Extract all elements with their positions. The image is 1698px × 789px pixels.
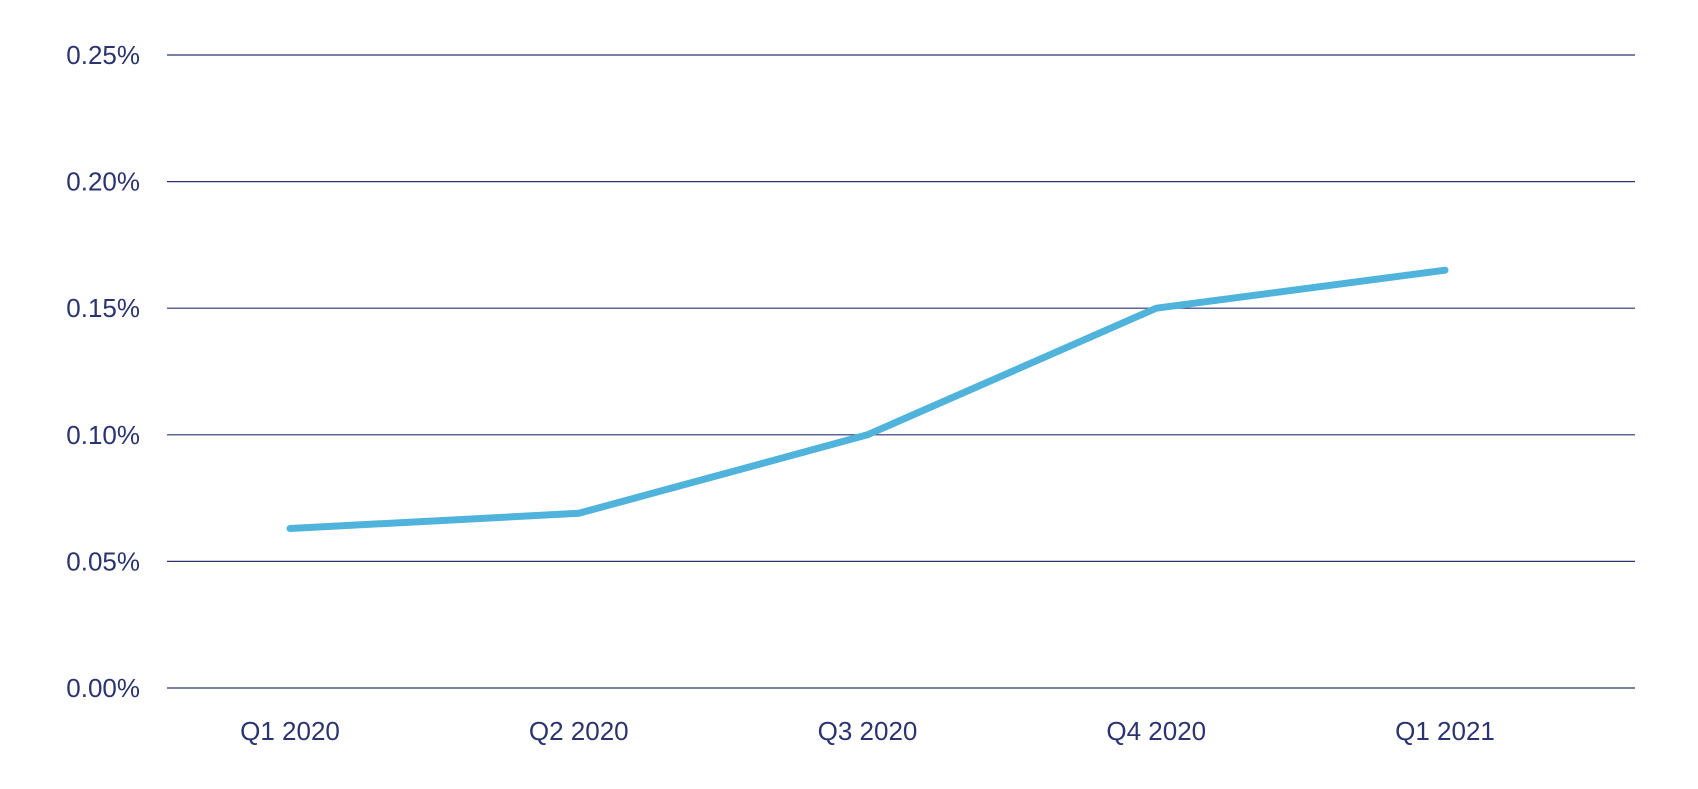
y-tick-label: 0.05% bbox=[66, 546, 140, 576]
x-tick-label: Q4 2020 bbox=[1106, 716, 1206, 746]
data-point bbox=[864, 431, 872, 439]
data-point bbox=[575, 509, 583, 517]
y-tick-label: 0.25% bbox=[66, 40, 140, 70]
x-tick-label: Q3 2020 bbox=[818, 716, 918, 746]
gridlines bbox=[167, 54, 1635, 689]
y-tick-label: 0.15% bbox=[66, 293, 140, 323]
data-points bbox=[286, 266, 1449, 532]
y-tick-label: 0.10% bbox=[66, 420, 140, 450]
series-lines bbox=[286, 266, 1449, 532]
series-line bbox=[286, 266, 1449, 532]
y-tick-label: 0.00% bbox=[66, 673, 140, 703]
x-tick-label: Q1 2020 bbox=[240, 716, 340, 746]
x-tick-label: Q1 2021 bbox=[1395, 716, 1495, 746]
y-axis-tick-labels: 0.00% 0.05% 0.10% 0.15% 0.20% 0.25% bbox=[66, 40, 140, 703]
data-point bbox=[1441, 266, 1449, 274]
y-tick-label: 0.20% bbox=[66, 167, 140, 197]
x-axis-tick-labels: Q1 2020 Q2 2020 Q3 2020 Q4 2020 Q1 2021 bbox=[240, 716, 1495, 746]
data-point bbox=[1152, 304, 1160, 312]
data-point bbox=[286, 524, 294, 532]
x-tick-label: Q2 2020 bbox=[529, 716, 629, 746]
